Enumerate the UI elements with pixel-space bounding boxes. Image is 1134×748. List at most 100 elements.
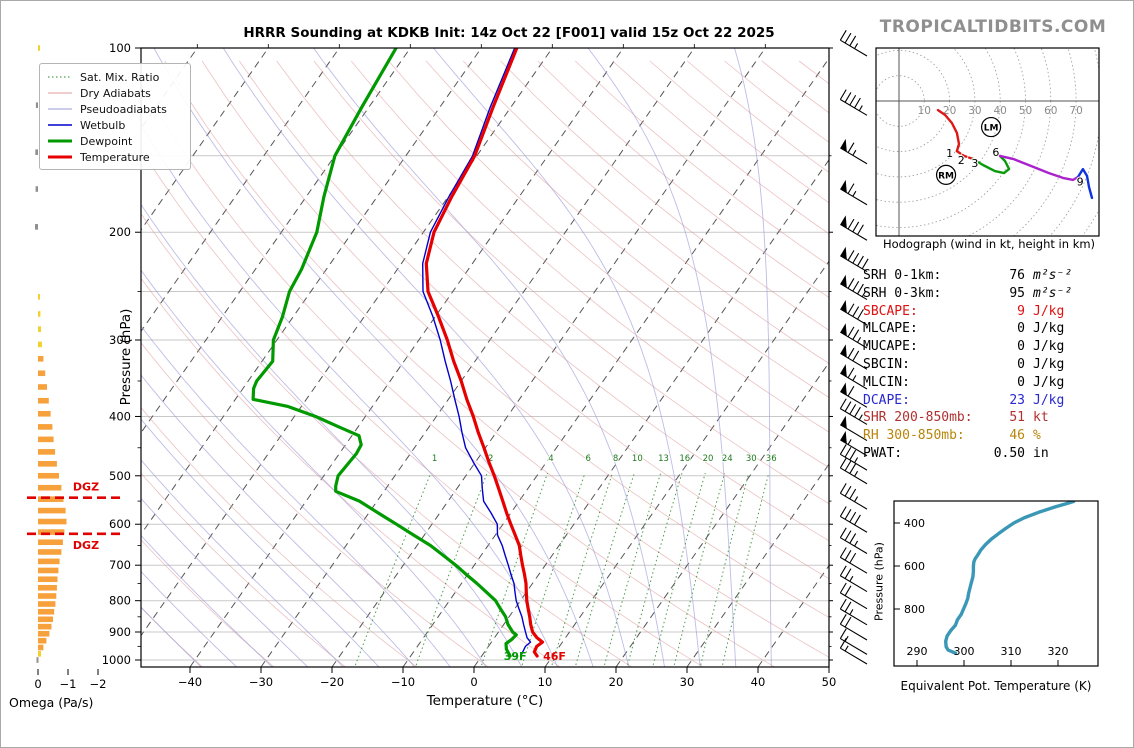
svg-text:600: 600: [904, 560, 925, 573]
wind-barb: [840, 179, 868, 206]
legend-label: Pseudoadiabats: [80, 102, 167, 116]
skewt-legend: Sat. Mix. Ratio Dry Adiabats Pseudoadiabat…: [39, 63, 191, 170]
svg-text:16: 16: [679, 454, 690, 464]
svg-text:30: 30: [968, 105, 981, 117]
svg-text:290: 290: [907, 645, 928, 658]
temperature-axis-label: Temperature (°C): [426, 693, 544, 709]
wind-barb: [839, 527, 868, 554]
stat-row: MLCAPE: 0 J/kg: [863, 320, 1077, 338]
surface-dewpoint-label: 39F: [504, 650, 527, 663]
svg-text:70: 70: [1069, 105, 1082, 117]
svg-text:400: 400: [109, 409, 131, 423]
stat-unit: %: [1033, 428, 1041, 444]
surface-temperature-label: 46F: [543, 650, 566, 663]
stat-value: 0: [1017, 321, 1025, 337]
stat-row: SRH 0-3km: 95 m²s⁻²: [863, 285, 1077, 303]
svg-text:10: 10: [538, 675, 553, 689]
stat-unit: m²s⁻²: [1033, 268, 1073, 283]
svg-text:320: 320: [1048, 645, 1069, 658]
svg-text:−20: −20: [320, 675, 344, 689]
svg-text:100: 100: [109, 41, 131, 55]
svg-text:20: 20: [609, 675, 624, 689]
legend-item-wetbulb: Wetbulb: [47, 117, 183, 133]
stat-label: MLCIN:: [863, 374, 910, 390]
stat-row: SBCAPE: 9 J/kg: [863, 303, 1077, 321]
svg-text:20: 20: [943, 105, 956, 117]
svg-text:800: 800: [904, 603, 925, 616]
legend-item-satmix: Sat. Mix. Ratio: [47, 69, 183, 85]
wind-barb: [839, 614, 868, 641]
stat-value: 9: [1017, 303, 1025, 319]
legend-swatch-satmix: [48, 76, 72, 78]
tropicaltidbits-logo: TROPICALTIDBITS.COM: [879, 17, 1107, 37]
svg-text:−1: −1: [60, 677, 77, 691]
wind-barb: [839, 547, 868, 574]
svg-text:40: 40: [751, 675, 766, 689]
hodo-storm-motion-label: RM: [938, 171, 954, 181]
wind-barb: [840, 323, 868, 349]
stat-row: SRH 0-1km: 76 m²s⁻²: [863, 267, 1077, 285]
wind-barb: [839, 638, 868, 665]
legend-swatch-pseudo: [48, 108, 72, 110]
chart-title: HRRR Sounding at KDKB Init: 14z Oct 22 […: [243, 25, 775, 41]
wind-barb: [839, 89, 868, 116]
svg-text:10: 10: [632, 454, 643, 464]
dgz-label: DGZ: [73, 539, 99, 552]
stat-label: SRH 0-1km:: [863, 268, 942, 283]
hodo-height-label: 3: [971, 157, 978, 170]
stat-row: MLCIN: 0 J/kg: [863, 374, 1077, 392]
svg-text:6: 6: [585, 454, 590, 464]
svg-text:1: 1: [432, 454, 437, 464]
hodo-height-label: 2: [958, 154, 965, 167]
wind-barb: [839, 398, 868, 425]
wind-barb: [839, 30, 868, 57]
wind-barb: [840, 382, 868, 408]
svg-text:310: 310: [1001, 645, 1022, 658]
stat-label: DCAPE:: [863, 392, 910, 408]
wind-barb: [839, 457, 868, 485]
stat-value: 0: [1017, 339, 1025, 355]
theta-e-pressure-label: Pressure (hPa): [872, 542, 886, 621]
legend-item-dew: Dewpoint: [47, 133, 183, 149]
stat-unit: J/kg: [1033, 374, 1065, 390]
wind-barb: [839, 483, 868, 510]
svg-text:40: 40: [994, 105, 1007, 117]
svg-text:−10: −10: [391, 675, 415, 689]
svg-text:0: 0: [34, 677, 41, 691]
stat-value: 95: [1009, 285, 1025, 301]
wind-barb: [840, 274, 868, 301]
wetbulb-trace: [422, 48, 532, 657]
stat-unit: in: [1033, 445, 1049, 461]
stat-label: SRH 0-3km:: [863, 285, 942, 301]
svg-text:600: 600: [109, 517, 131, 531]
hodograph-panel: 10 20 30 40 50 60 70 12 3 6 9 LM RM: [875, 47, 1100, 237]
hodo-height-label: 6: [992, 146, 999, 159]
svg-text:700: 700: [109, 558, 131, 572]
wind-barb: [840, 300, 868, 326]
stat-unit: J/kg: [1033, 392, 1065, 408]
wind-barb: [840, 415, 868, 442]
svg-text:24: 24: [722, 454, 733, 464]
wind-barb: [840, 344, 868, 370]
svg-text:13: 13: [658, 454, 669, 464]
hodo-height-label: 1: [946, 147, 953, 160]
svg-text:8: 8: [613, 454, 618, 464]
svg-text:300: 300: [954, 645, 975, 658]
stat-unit: J/kg: [1033, 356, 1065, 372]
theta-e-trace: [944, 501, 1076, 655]
legend-label: Dewpoint: [80, 134, 133, 148]
pressure-axis-label: Pressure (hPa): [118, 308, 134, 406]
stat-value: 46: [1009, 428, 1025, 444]
stat-label: MUCAPE:: [863, 339, 918, 355]
stat-unit: J/kg: [1033, 303, 1065, 319]
stat-unit: kt: [1033, 410, 1049, 426]
svg-text:2: 2: [488, 454, 493, 464]
sounding-stats-panel: SRH 0-1km: 76 m²s⁻² SRH 0-3km: 95 m²s⁻² SBCAPE…: [863, 267, 1077, 463]
wind-barb: [840, 430, 868, 457]
stat-row: SHR 200-850mb: 51 kt: [863, 409, 1077, 427]
legend-swatch-wetbulb: [48, 124, 72, 126]
stat-row: DCAPE: 23 J/kg: [863, 392, 1077, 410]
